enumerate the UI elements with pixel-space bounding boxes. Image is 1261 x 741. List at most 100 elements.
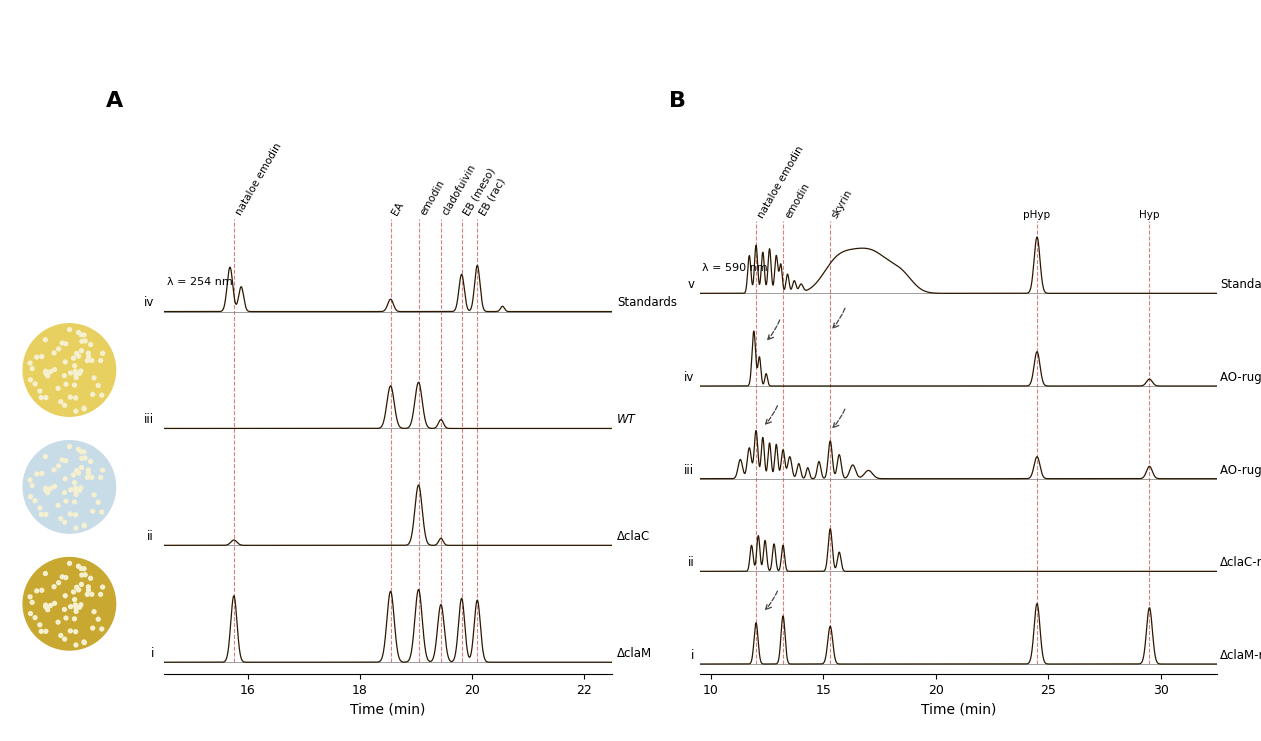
Circle shape (64, 616, 68, 620)
Circle shape (79, 450, 83, 453)
Circle shape (57, 464, 61, 468)
Text: v: v (687, 279, 695, 291)
Circle shape (45, 491, 49, 495)
Circle shape (44, 371, 48, 375)
Text: AO-rugG + ΔclaC: AO-rugG + ΔclaC (1221, 371, 1261, 384)
Text: ΔclaM: ΔclaM (617, 647, 652, 659)
Circle shape (82, 450, 86, 453)
Circle shape (52, 468, 55, 472)
Circle shape (82, 641, 86, 645)
Circle shape (64, 342, 68, 346)
Circle shape (30, 367, 34, 370)
Circle shape (63, 491, 67, 494)
Circle shape (91, 509, 95, 514)
Circle shape (28, 478, 32, 482)
Circle shape (57, 347, 61, 351)
Circle shape (77, 354, 81, 358)
Circle shape (77, 588, 81, 592)
Text: A: A (106, 90, 124, 110)
Circle shape (77, 330, 81, 334)
Circle shape (96, 500, 100, 505)
Circle shape (68, 562, 72, 565)
Circle shape (86, 476, 90, 479)
Circle shape (86, 468, 91, 472)
Text: emodin: emodin (419, 179, 446, 217)
Circle shape (61, 458, 64, 462)
Circle shape (57, 503, 61, 507)
Circle shape (68, 512, 72, 516)
Text: B: B (668, 90, 686, 110)
Circle shape (74, 468, 78, 472)
Circle shape (82, 524, 86, 528)
Circle shape (96, 384, 100, 388)
Circle shape (33, 499, 37, 502)
Circle shape (68, 328, 72, 331)
Circle shape (35, 355, 39, 359)
Text: cladofuivin: cladofuivin (441, 163, 478, 217)
Circle shape (100, 393, 103, 397)
Text: EA: EA (391, 201, 406, 217)
Circle shape (73, 481, 77, 485)
Circle shape (39, 513, 43, 516)
Circle shape (44, 605, 48, 608)
Circle shape (91, 626, 95, 630)
Circle shape (49, 487, 53, 491)
Circle shape (86, 359, 90, 362)
Circle shape (45, 374, 49, 378)
Circle shape (73, 369, 77, 373)
Circle shape (28, 361, 32, 365)
Circle shape (63, 360, 67, 364)
Circle shape (87, 355, 91, 359)
Circle shape (44, 603, 48, 607)
Text: emodin: emodin (783, 181, 811, 220)
Text: i: i (691, 649, 695, 662)
Circle shape (44, 488, 48, 493)
Text: λ = 590 nm: λ = 590 nm (702, 263, 768, 273)
Circle shape (43, 455, 48, 459)
Circle shape (88, 342, 92, 347)
Circle shape (33, 616, 37, 619)
Text: EB (rac): EB (rac) (478, 176, 507, 217)
Circle shape (100, 510, 103, 514)
Circle shape (38, 623, 42, 627)
Circle shape (38, 389, 42, 393)
Circle shape (68, 445, 72, 448)
Circle shape (77, 448, 81, 451)
Circle shape (91, 393, 95, 396)
Circle shape (73, 603, 77, 607)
Circle shape (82, 407, 86, 411)
Circle shape (101, 351, 105, 355)
Text: pHyp: pHyp (1024, 210, 1050, 220)
Text: ΔclaC: ΔclaC (617, 530, 651, 543)
Circle shape (68, 488, 73, 492)
Circle shape (88, 576, 92, 580)
Text: i: i (150, 647, 154, 659)
Circle shape (30, 600, 34, 604)
Circle shape (86, 351, 91, 355)
Circle shape (63, 477, 67, 481)
Circle shape (29, 378, 33, 382)
Circle shape (30, 484, 34, 488)
Circle shape (74, 585, 78, 589)
Circle shape (63, 594, 67, 598)
Circle shape (79, 573, 83, 577)
Text: λ = 254 nm: λ = 254 nm (166, 277, 232, 288)
Circle shape (40, 355, 44, 359)
Circle shape (52, 351, 55, 355)
Text: iv: iv (144, 296, 154, 309)
Circle shape (23, 557, 116, 650)
Circle shape (44, 486, 48, 490)
Circle shape (79, 486, 83, 490)
Text: nataloe emodin: nataloe emodin (757, 144, 806, 220)
Circle shape (28, 595, 32, 599)
Circle shape (43, 571, 48, 576)
Text: Hyp: Hyp (1139, 210, 1160, 220)
Circle shape (44, 372, 48, 376)
Circle shape (39, 629, 43, 634)
Circle shape (52, 585, 55, 588)
Circle shape (73, 364, 77, 368)
Circle shape (98, 476, 102, 479)
Circle shape (79, 333, 83, 336)
Circle shape (63, 520, 67, 524)
Circle shape (57, 581, 61, 585)
